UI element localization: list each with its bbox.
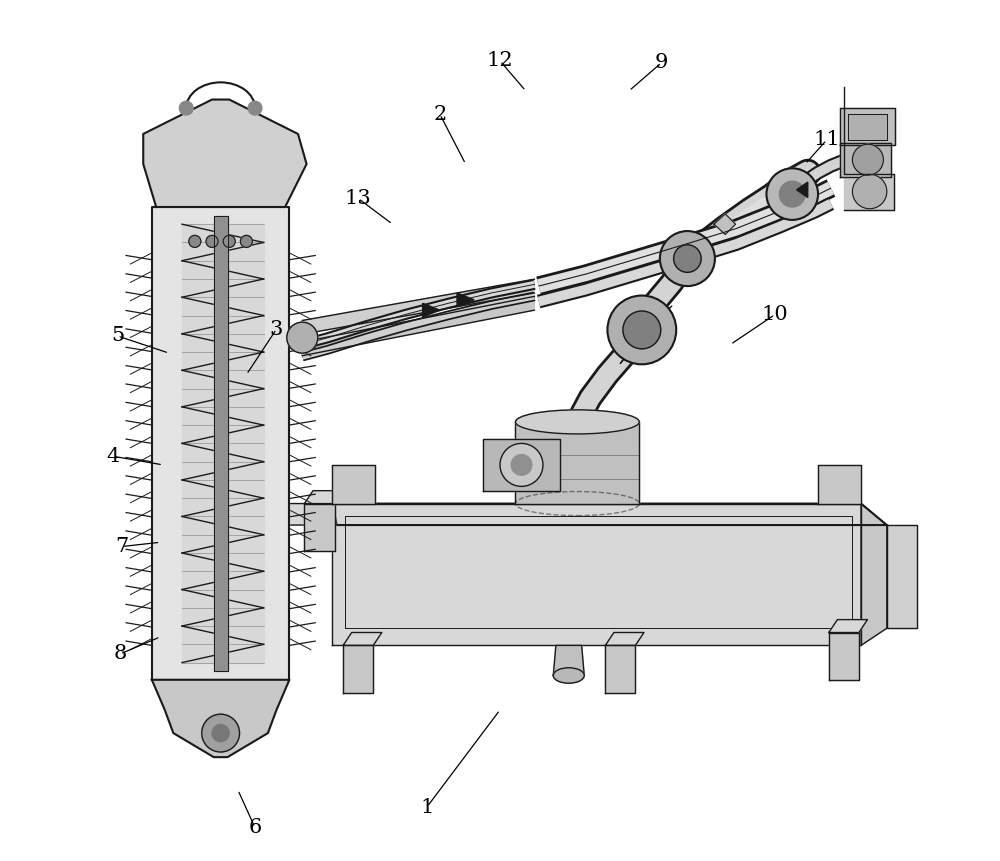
Polygon shape (302, 296, 534, 356)
Polygon shape (304, 504, 335, 551)
Polygon shape (605, 633, 644, 646)
Polygon shape (343, 633, 382, 646)
Polygon shape (457, 293, 474, 307)
Circle shape (766, 168, 818, 220)
Circle shape (189, 235, 201, 247)
Ellipse shape (553, 668, 584, 684)
Circle shape (202, 714, 240, 752)
Circle shape (623, 311, 661, 349)
Circle shape (248, 102, 262, 115)
Polygon shape (714, 214, 736, 234)
Text: 11: 11 (813, 131, 840, 150)
Circle shape (212, 724, 229, 741)
Polygon shape (829, 620, 867, 633)
Circle shape (852, 145, 883, 175)
Circle shape (179, 102, 193, 115)
Text: 2: 2 (433, 105, 446, 124)
Text: 8: 8 (113, 645, 127, 664)
Polygon shape (332, 465, 375, 504)
Polygon shape (887, 525, 917, 629)
Circle shape (607, 295, 676, 364)
Circle shape (240, 235, 252, 247)
Text: 1: 1 (420, 797, 434, 816)
Polygon shape (844, 174, 894, 209)
Text: 3: 3 (270, 319, 283, 338)
Polygon shape (829, 633, 859, 680)
Polygon shape (840, 143, 891, 177)
Polygon shape (605, 646, 635, 693)
Polygon shape (848, 115, 887, 140)
Text: 9: 9 (655, 53, 668, 72)
Polygon shape (214, 215, 228, 672)
Polygon shape (152, 680, 289, 757)
Polygon shape (268, 504, 315, 525)
Polygon shape (143, 100, 307, 207)
Polygon shape (182, 224, 264, 663)
Circle shape (287, 322, 318, 353)
Circle shape (674, 245, 701, 272)
Polygon shape (304, 491, 343, 504)
Circle shape (500, 443, 543, 486)
Circle shape (223, 235, 235, 247)
Circle shape (660, 231, 715, 286)
Text: 6: 6 (248, 818, 262, 837)
Polygon shape (332, 504, 861, 646)
Polygon shape (343, 646, 373, 693)
Polygon shape (152, 207, 289, 680)
Text: 13: 13 (345, 189, 372, 208)
Text: 12: 12 (487, 52, 513, 71)
Text: 10: 10 (762, 305, 788, 324)
Polygon shape (423, 303, 440, 317)
Circle shape (779, 181, 805, 207)
Polygon shape (515, 422, 639, 504)
Ellipse shape (515, 410, 639, 434)
Text: 7: 7 (115, 537, 128, 556)
Polygon shape (620, 306, 672, 363)
Circle shape (852, 174, 887, 208)
Circle shape (206, 235, 218, 247)
Text: 4: 4 (107, 447, 120, 466)
Polygon shape (861, 504, 887, 646)
Polygon shape (818, 465, 861, 504)
Text: 5: 5 (111, 326, 124, 345)
Polygon shape (797, 182, 808, 197)
Polygon shape (483, 439, 560, 491)
Polygon shape (553, 646, 584, 676)
Circle shape (511, 455, 532, 475)
Polygon shape (840, 108, 895, 146)
Polygon shape (332, 504, 887, 525)
Polygon shape (302, 279, 534, 334)
